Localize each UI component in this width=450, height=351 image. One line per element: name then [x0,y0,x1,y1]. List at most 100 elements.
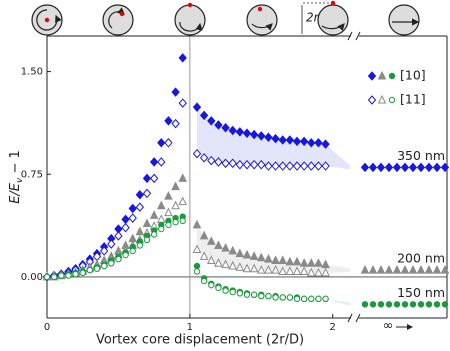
circle-marker [165,221,172,229]
circle-marker [143,236,151,244]
triangle-marker [292,256,302,266]
diamond-marker [235,127,245,137]
triangle-marker [392,264,402,274]
triangle-marker [249,263,259,273]
triangle-marker [214,240,223,249]
y-label-sub: v [15,177,25,183]
triangle-marker [285,266,295,275]
x-tick-label: 0 [44,322,50,333]
diamond-marker [424,162,434,173]
triangle-marker [384,264,394,274]
triangle-marker [206,236,216,245]
triangle-marker [228,245,238,255]
circle-marker [58,272,65,279]
diamond-marker [128,203,137,214]
diamond-marker [367,71,377,81]
triangle-marker [135,226,145,236]
circle-marker [401,301,409,308]
triangle-marker [271,264,280,274]
diamond-marker [408,162,418,173]
circle-marker [293,295,301,303]
diamond-marker [257,159,266,170]
state-icons [31,0,420,36]
diamond-marker [257,131,266,141]
circle-marker [136,242,144,249]
circle-marker [222,287,229,294]
icon [388,4,420,36]
circle-marker [79,269,86,277]
y-tick-label: 0.00 [21,272,43,283]
triangle-marker [440,264,450,274]
diamond-marker [376,162,386,173]
diamond-marker [368,162,378,173]
triangle-marker [142,218,152,228]
triangle-marker [156,200,166,210]
triangle-marker [306,258,316,267]
circle-marker [193,268,201,275]
diamond-marker [367,95,377,105]
triangle-marker [235,262,245,271]
circle-marker [50,273,58,281]
circle-marker [150,231,158,238]
circle-marker [388,72,396,80]
triangle-marker [368,264,378,274]
circle-marker [361,301,369,308]
triangle-marker [292,266,302,275]
diamond-marker [199,153,209,163]
core-dot [119,11,125,17]
circle-marker [409,301,417,308]
circle-marker [243,291,251,298]
triangle-marker [164,191,173,200]
triangle-marker [314,258,323,267]
diamond-marker [264,161,273,171]
triangle-marker [235,248,245,258]
circle-marker [385,301,393,308]
circle-marker [308,295,315,303]
diamond-marker [432,162,442,173]
circle-marker [425,301,433,308]
diamond-marker [314,138,323,148]
diamond-marker [221,122,230,133]
diamond-marker [249,159,259,170]
diamond-marker [249,129,259,140]
triangle-marker [264,254,273,263]
y-axis-label: E/Ev − 1 [8,150,25,204]
diamond-marker [292,161,302,171]
diamond-marker [384,162,394,173]
core-dot [330,0,336,6]
circle-marker [315,295,322,303]
circle-marker [158,225,165,233]
circle-marker [43,273,51,281]
diamond-marker [299,161,309,171]
core-dot [257,6,263,12]
diamond-marker [199,110,209,121]
icon-arrow [251,23,273,31]
circle-marker [215,284,222,292]
shaded-band [197,224,350,273]
circle-marker [72,270,79,278]
triangle-marker [299,266,309,275]
circle-marker [93,265,101,272]
triangle-marker [242,263,252,273]
diamond-marker [278,161,287,171]
x-tick-label: 1 [187,322,193,333]
diamond-marker [207,155,216,166]
triangle-marker [314,267,323,277]
diamond-marker [285,135,295,145]
triangle-marker [271,255,280,265]
diamond-marker [392,162,402,173]
triangle-marker [149,210,159,219]
triangle-marker [214,258,223,267]
diamond-marker [271,133,280,144]
diamond-marker [171,87,180,97]
triangle-marker [306,267,316,277]
circle-marker [86,266,94,274]
diamond-marker [192,148,202,159]
diamond-marker [135,190,145,200]
circle-marker [441,301,449,308]
triangle-marker [424,264,434,274]
x-tick-label: 2 [330,322,336,333]
legend-label: [11] [400,92,426,107]
circle-marker [129,247,136,255]
triangle-marker [299,258,309,267]
